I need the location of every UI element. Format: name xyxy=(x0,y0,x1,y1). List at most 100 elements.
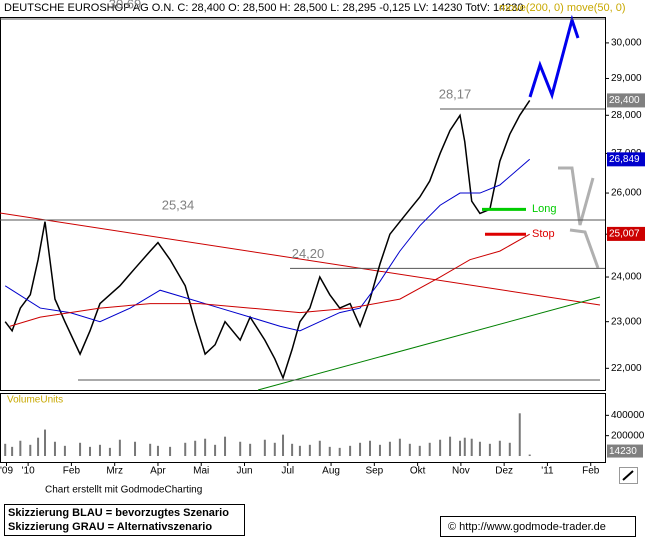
volume-tick-label: 400000 xyxy=(611,410,645,421)
volume-bar xyxy=(19,440,22,456)
url: © http://www.godmode-trader.de xyxy=(448,521,606,533)
note: Skizzierung BLAU = bevorzugtes Szenario xyxy=(8,507,229,519)
signal-label: Stop xyxy=(532,228,555,240)
y-tick-label: 30,000 xyxy=(611,38,642,49)
x-tick-label: Feb xyxy=(582,466,600,477)
volume-bar xyxy=(428,442,431,456)
x-tick-label: Okt xyxy=(410,466,426,477)
volume-bar xyxy=(318,440,321,456)
volume-bar xyxy=(398,438,401,456)
x-tick-label: '11 xyxy=(541,466,554,477)
volume-bar xyxy=(79,442,82,456)
x-tick-label: Apr xyxy=(150,466,166,477)
volume-bar xyxy=(184,442,187,456)
volume-bar xyxy=(349,445,352,456)
volume-bar xyxy=(528,454,531,456)
volume-bar xyxy=(263,439,266,456)
volume-bar xyxy=(239,441,242,456)
note: Skizzierung GRAU = Alternativszenario xyxy=(8,521,212,533)
note-box xyxy=(4,504,245,536)
volume-bar xyxy=(149,443,152,456)
volume-bar xyxy=(478,441,481,456)
volume-bar xyxy=(459,440,462,456)
price-box-label: 26,849 xyxy=(609,154,640,165)
price-line xyxy=(4,158,531,332)
price-line xyxy=(9,233,530,327)
volume-bar xyxy=(11,446,14,456)
volume-bar xyxy=(408,443,411,456)
signal-label: Long xyxy=(532,203,556,215)
icon xyxy=(622,470,634,481)
y-tick-label: 26,000 xyxy=(611,188,642,199)
scenario-grey xyxy=(569,228,600,269)
volume-bar xyxy=(291,443,294,456)
volume-bar xyxy=(204,438,207,456)
volume-bar xyxy=(134,441,137,456)
volume-bar xyxy=(470,438,473,456)
price-line xyxy=(4,99,531,381)
y-tick-label: 29,000 xyxy=(611,73,642,84)
volume-bar xyxy=(388,441,391,456)
volume-bar xyxy=(194,440,197,456)
indicators: move(200, 0) move(50, 0) xyxy=(499,2,626,14)
volume-bar xyxy=(418,445,421,456)
volume-bar xyxy=(488,443,491,456)
credit: Chart erstellt mit GodmodeCharting xyxy=(45,485,202,496)
x-tick-label: Feb xyxy=(63,466,81,477)
volume-bar xyxy=(378,444,381,456)
price-box xyxy=(607,226,645,241)
x-tick-label: Dez xyxy=(495,466,513,477)
price-panel xyxy=(0,17,606,391)
x-tick-label: Sep xyxy=(365,466,383,477)
level-label: 30,69 xyxy=(109,0,142,11)
volume-bar xyxy=(63,445,66,456)
level-label: 24,20 xyxy=(292,246,325,261)
volume-bar xyxy=(224,436,227,456)
x-tick-label: '10 xyxy=(22,466,35,477)
volume-bar xyxy=(328,446,331,456)
scenario-grey xyxy=(558,166,595,226)
volume-bar xyxy=(449,436,452,456)
level-label: 25,34 xyxy=(162,197,195,212)
volume-bar xyxy=(4,443,7,456)
y-tick-label: 22,000 xyxy=(611,363,642,374)
x-tick-label: Nov xyxy=(452,466,470,477)
volume-bar xyxy=(359,442,362,456)
volume-box xyxy=(607,444,643,458)
volume-bar xyxy=(463,437,466,456)
x-tick-label: Mai xyxy=(193,466,209,477)
volume-bar xyxy=(298,445,301,456)
x-tick-label: Jun xyxy=(236,466,252,477)
trend-line xyxy=(0,212,601,306)
price-box xyxy=(607,152,645,167)
volume-bar xyxy=(29,444,32,456)
volume-bar xyxy=(37,437,40,456)
y-tick-label: 24,000 xyxy=(611,272,642,283)
volume-bar xyxy=(273,442,276,456)
price-box-label: 25,007 xyxy=(609,229,640,240)
volume-tick-label: 200000 xyxy=(611,430,645,441)
volume-bar xyxy=(338,447,341,456)
trend-line xyxy=(257,296,601,391)
x-tick-label: Aug xyxy=(322,466,340,477)
volume-bar xyxy=(98,444,101,456)
price-box xyxy=(607,93,645,108)
volume-bar xyxy=(118,439,121,456)
volume-bar xyxy=(249,443,252,456)
volume-bar xyxy=(214,444,217,456)
volume-bar xyxy=(169,446,172,456)
level-label: 28,17 xyxy=(439,86,472,101)
url-box xyxy=(440,516,636,537)
volume-bar xyxy=(44,429,47,456)
volume-bar xyxy=(108,447,111,456)
volume-box-label: 14230 xyxy=(609,446,637,457)
volume-label: VolumeUnits xyxy=(7,395,63,406)
x-tick-label: Jul xyxy=(281,466,294,477)
volume-bar xyxy=(508,442,511,456)
y-tick-label: 23,000 xyxy=(611,316,642,327)
volume-bar xyxy=(89,446,92,456)
x-tick-label: '09 xyxy=(0,466,13,477)
volume-bar xyxy=(53,441,56,456)
